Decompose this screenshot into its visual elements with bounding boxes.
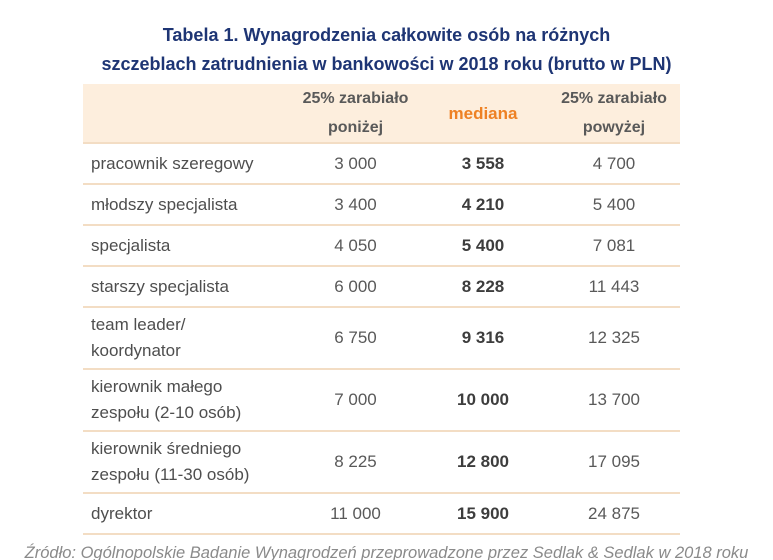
header-median: mediana — [448, 103, 518, 123]
value-p25-below: 3 400 — [334, 194, 377, 214]
table-row: kierownik średniego zespołu (11-30 osób)… — [83, 430, 680, 492]
header-p25-below: 25% zarabiało poniżej — [302, 90, 409, 136]
table-title: Tabela 1. Wynagrodzenia całkowite osób n… — [0, 0, 773, 79]
value-p25-below: 7 000 — [334, 390, 377, 409]
value-p25-above: 7 081 — [592, 235, 636, 255]
table-row: team leader/ koordynator 6 750 9 316 12 … — [83, 306, 680, 368]
title-line-2: szczeblach zatrudnienia w bankowości w 2… — [101, 54, 672, 74]
value-median: 9 316 — [461, 328, 505, 347]
table-row: starszy specjalista 6 000 8 228 11 443 — [83, 265, 680, 306]
value-p25-below: 8 225 — [334, 452, 377, 471]
value-p25-below: 4 050 — [334, 235, 377, 255]
value-p25-above: 4 700 — [592, 153, 636, 173]
value-median: 10 000 — [457, 390, 509, 409]
value-p25-above: 12 325 — [588, 328, 640, 347]
value-p25-above: 13 700 — [588, 390, 640, 409]
row-label: pracownik szeregowy — [91, 153, 254, 173]
table-row: pracownik szeregowy 3 000 3 558 4 700 — [83, 142, 680, 183]
table-row: kierownik małego zespołu (2-10 osób) 7 0… — [83, 368, 680, 430]
value-p25-below: 6 000 — [334, 276, 377, 296]
value-p25-below: 6 750 — [334, 328, 377, 347]
value-median: 3 558 — [461, 153, 505, 173]
value-p25-above: 17 095 — [588, 452, 640, 471]
salary-table: 25% zarabiało poniżej mediana 25% zarabi… — [83, 84, 680, 535]
row-label: dyrektor — [91, 503, 153, 523]
value-p25-below: 3 000 — [334, 153, 377, 173]
value-median: 15 900 — [457, 503, 509, 523]
value-p25-above: 11 443 — [588, 276, 640, 296]
value-p25-above: 24 875 — [588, 503, 640, 523]
value-median: 12 800 — [457, 452, 509, 471]
value-p25-above: 5 400 — [592, 194, 636, 214]
title-line-1: Tabela 1. Wynagrodzenia całkowite osób n… — [162, 25, 611, 45]
value-p25-below: 11 000 — [330, 503, 381, 523]
table-row: dyrektor 11 000 15 900 24 875 — [83, 492, 680, 533]
value-median: 4 210 — [461, 194, 505, 214]
row-label: starszy specjalista — [91, 276, 229, 296]
value-median: 5 400 — [461, 235, 505, 255]
value-median: 8 228 — [461, 276, 505, 296]
table-header-row: 25% zarabiało poniżej mediana 25% zarabi… — [83, 84, 680, 142]
row-label: kierownik małego zespołu (2-10 osób) — [91, 377, 242, 422]
row-label: specjalista — [91, 235, 171, 255]
row-label: młodszy specjalista — [91, 194, 238, 214]
row-label: team leader/ koordynator — [91, 315, 186, 360]
table-row: specjalista 4 050 5 400 7 081 — [83, 224, 680, 265]
row-label: kierownik średniego zespołu (11-30 osób) — [91, 439, 250, 484]
source-note: Źródło: Ogólnopolskie Badanie Wynagrodze… — [24, 544, 749, 560]
header-p25-above: 25% zarabiało powyżej — [561, 90, 667, 136]
table-row: młodszy specjalista 3 400 4 210 5 400 — [83, 183, 680, 224]
